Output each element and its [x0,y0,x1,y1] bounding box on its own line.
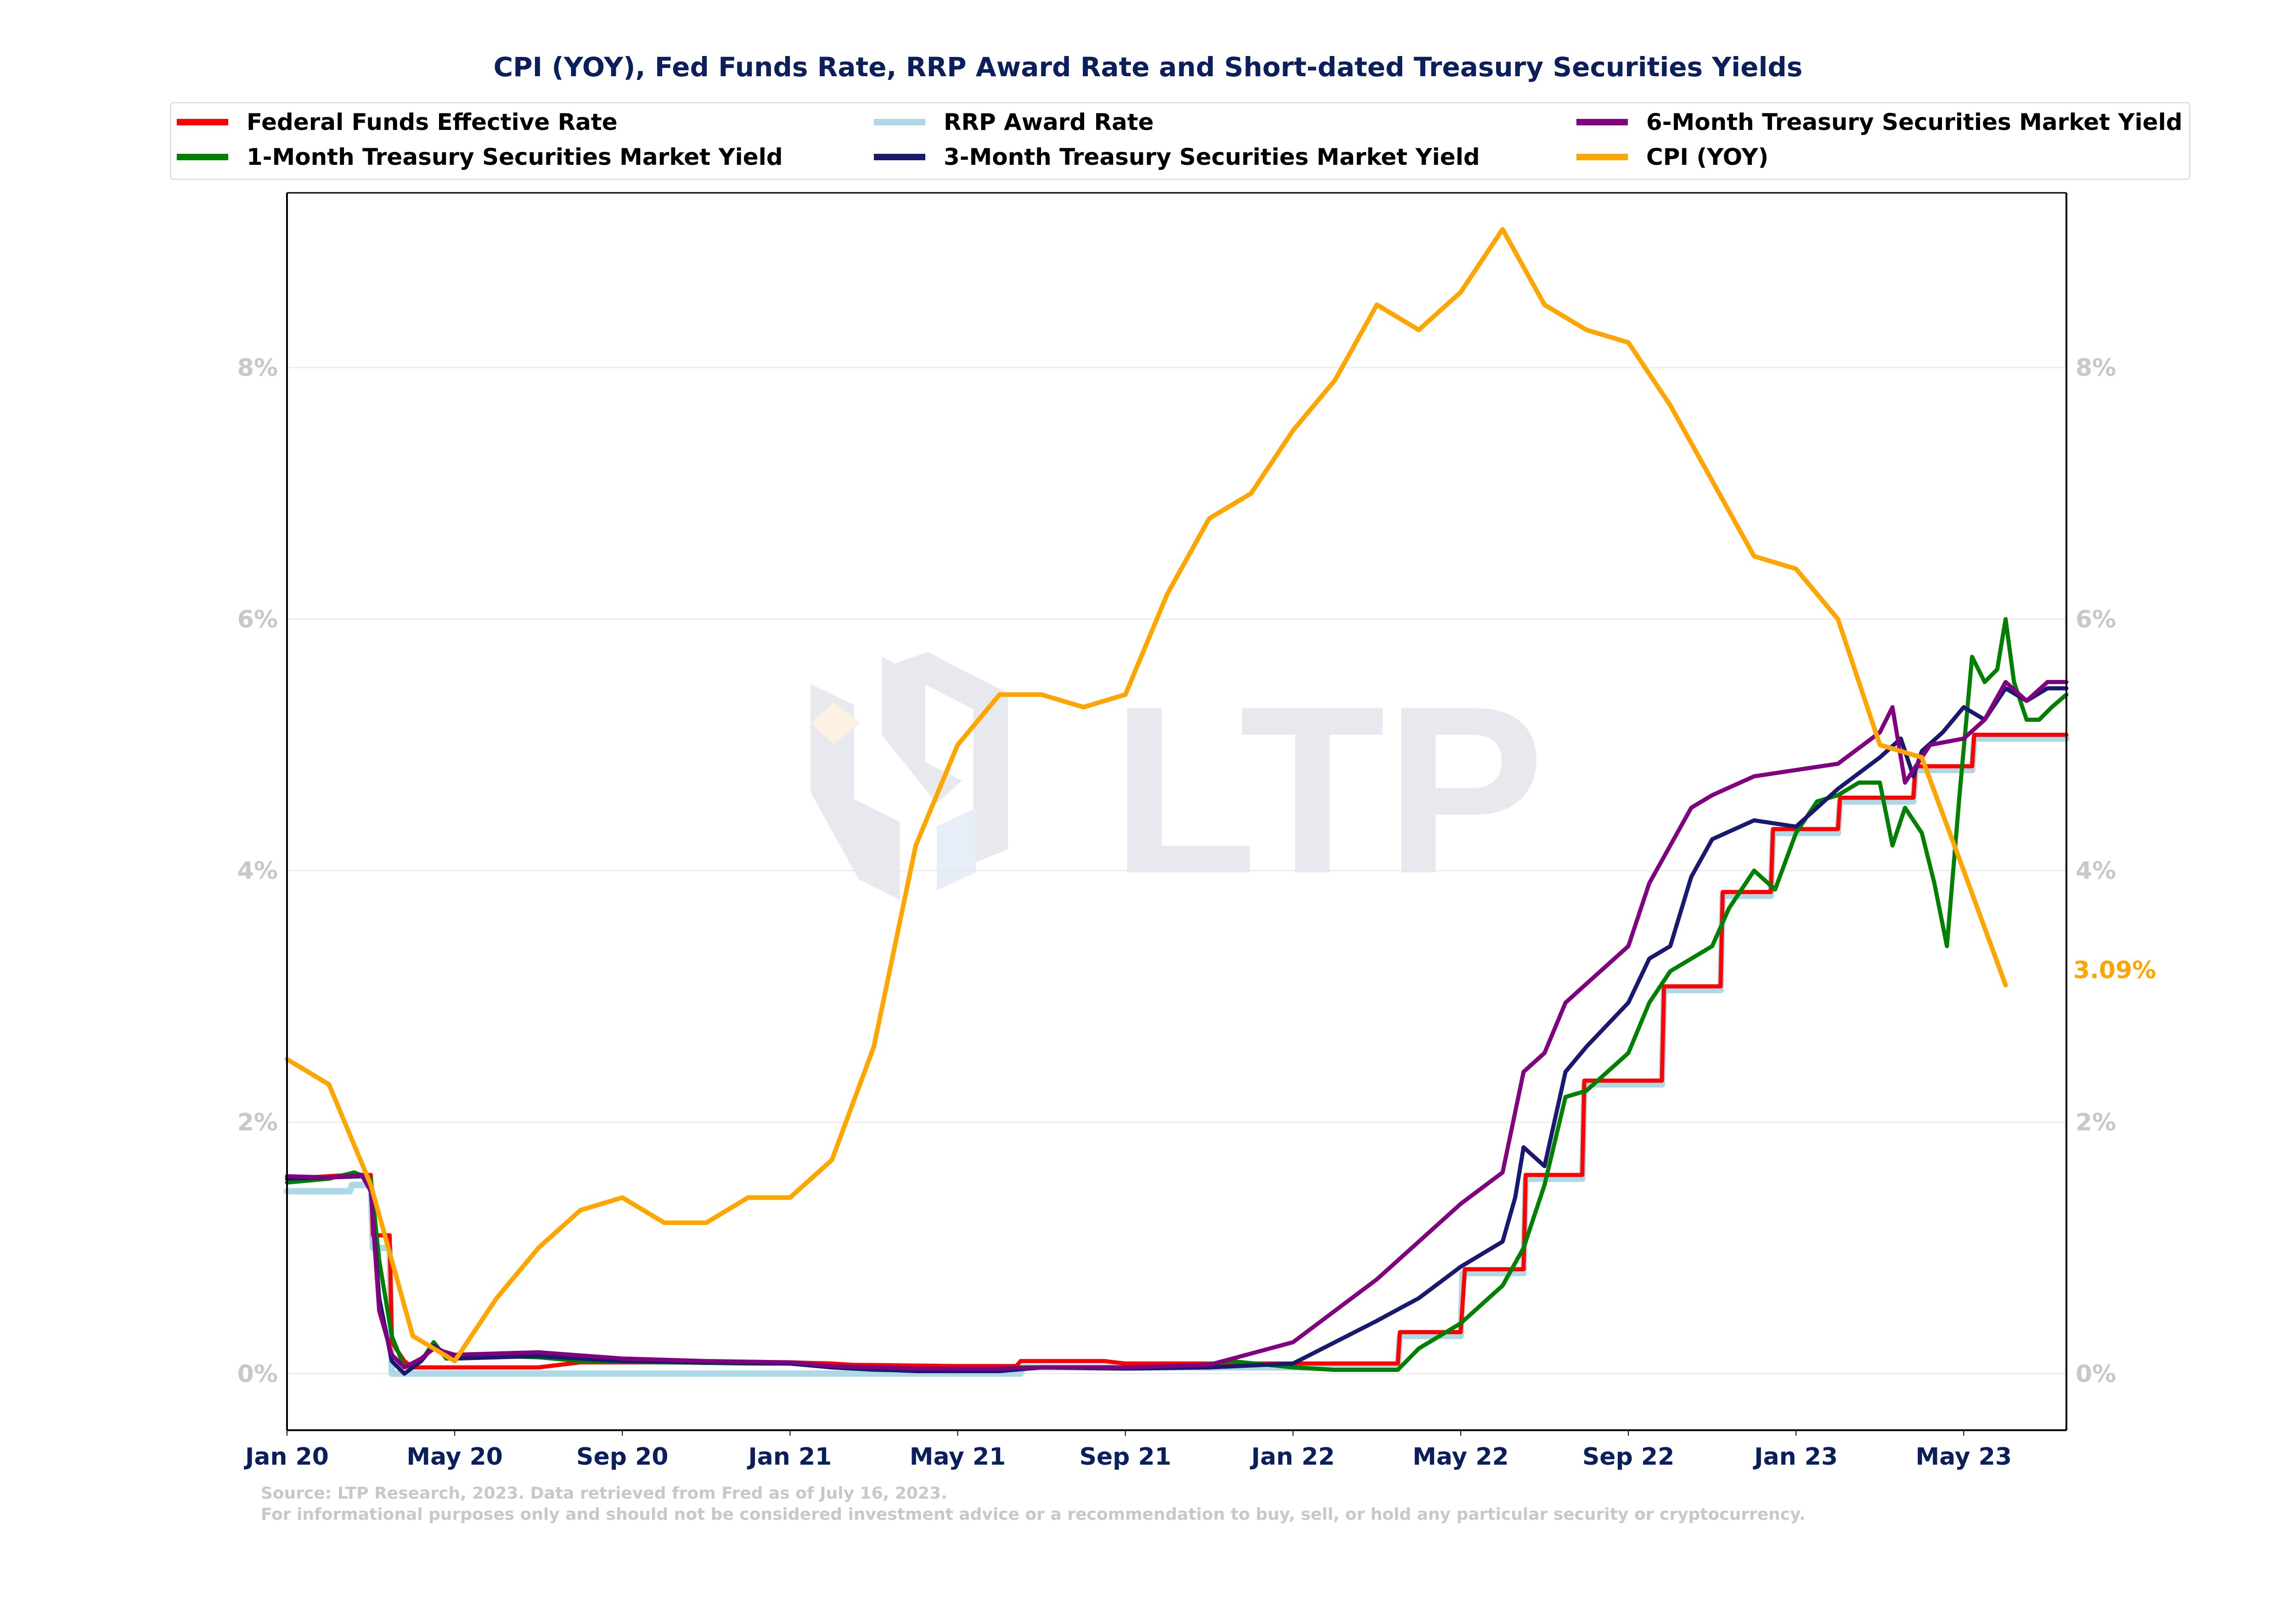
x-tick-jan-23: Jan 23 [1753,1443,1838,1471]
cpi-last-value-label: 3.09% [2073,956,2156,984]
x-tick-sep-21: Sep 21 [1079,1443,1171,1471]
legend-item-1m-yield: 1-Month Treasury Securities Market Yield [177,144,783,170]
chart-title: CPI (YOY), Fed Funds Rate, RRP Award Rat… [493,51,1803,83]
series-line-cpi-yoy [285,227,2008,1364]
x-tick-may-23: May 23 [1916,1443,2012,1471]
y-tick-left-8: 8% [237,354,278,382]
watermark-blue-shape [937,808,976,891]
y-tick-left-2: 2% [237,1109,278,1136]
legend-label-cpi: CPI (YOY) [1646,144,1769,170]
legend-swatch-rrp [874,119,925,125]
x-axis: Jan 20 May 20 Sep 20 Jan 21 May 21 Sep 21 Jan … [244,1430,2012,1471]
x-tick-jan-22: Jan 22 [1250,1443,1335,1471]
x-tick-may-21: May 21 [910,1443,1006,1471]
footer-source: Source: LTP Research, 2023. Data retriev… [261,1484,947,1503]
x-tick-jan-21: Jan 21 [747,1443,832,1471]
legend-swatch-6m-yield [1576,119,1628,125]
footer: Source: LTP Research, 2023. Data retriev… [261,1483,1806,1525]
legend-label-fed-funds: Federal Funds Effective Rate [247,109,618,135]
footer-disclaimer: For informational purposes only and shou… [261,1505,1806,1524]
series-lines [284,227,2070,1377]
y-tick-right-8: 8% [2076,354,2116,382]
legend-item-rrp: RRP Award Rate [874,109,1154,135]
y-tick-left-4: 4% [237,857,278,885]
y-tick-right-4: 4% [2076,857,2116,885]
y-tick-right-6: 6% [2076,606,2116,633]
legend-item-6m-yield: 6-Month Treasury Securities Market Yield [1576,109,2183,135]
legend-item-fed-funds: Federal Funds Effective Rate [177,109,618,135]
legend-swatch-fed-funds [177,119,228,125]
legend-label-1m-yield: 1-Month Treasury Securities Market Yield [247,144,783,170]
x-tick-sep-20: Sep 20 [576,1443,668,1471]
legend-item-cpi: CPI (YOY) [1576,144,1768,170]
y-axis-left: 0% 2% 4% 6% 8% [237,354,278,1388]
legend-swatch-cpi [1576,154,1628,160]
legend: Federal Funds Effective Rate 1-Month Tre… [170,102,2190,180]
grid-lines [287,367,2066,1374]
watermark-text: LTP [1111,657,1545,923]
y-tick-left-6: 6% [237,606,278,633]
legend-swatch-3m-yield [874,154,925,160]
x-tick-jan-20: Jan 20 [244,1443,329,1471]
x-tick-may-22: May 22 [1412,1443,1509,1471]
legend-label-3m-yield: 3-Month Treasury Securities Market Yield [944,144,1480,170]
y-tick-right-2: 2% [2076,1109,2116,1136]
y-tick-left-0: 0% [237,1360,278,1388]
legend-swatch-1m-yield [177,154,228,160]
legend-label-rrp: RRP Award Rate [944,109,1154,135]
watermark-logo: LTP [810,652,1545,923]
watermark-diamond [810,702,861,744]
y-tick-right-0: 0% [2076,1360,2116,1388]
watermark-shape-right [889,652,1008,863]
plot-frame [286,192,2067,1431]
legend-item-3m-yield: 3-Month Treasury Securities Market Yield [874,144,1480,170]
x-tick-may-20: May 20 [406,1443,503,1471]
x-tick-sep-22: Sep 22 [1582,1443,1674,1471]
watermark-shape-mid [882,657,962,804]
y-axis-right: 0% 2% 4% 6% 8% [2076,354,2116,1388]
legend-label-6m-yield: 6-Month Treasury Securities Market Yield [1646,109,2183,135]
